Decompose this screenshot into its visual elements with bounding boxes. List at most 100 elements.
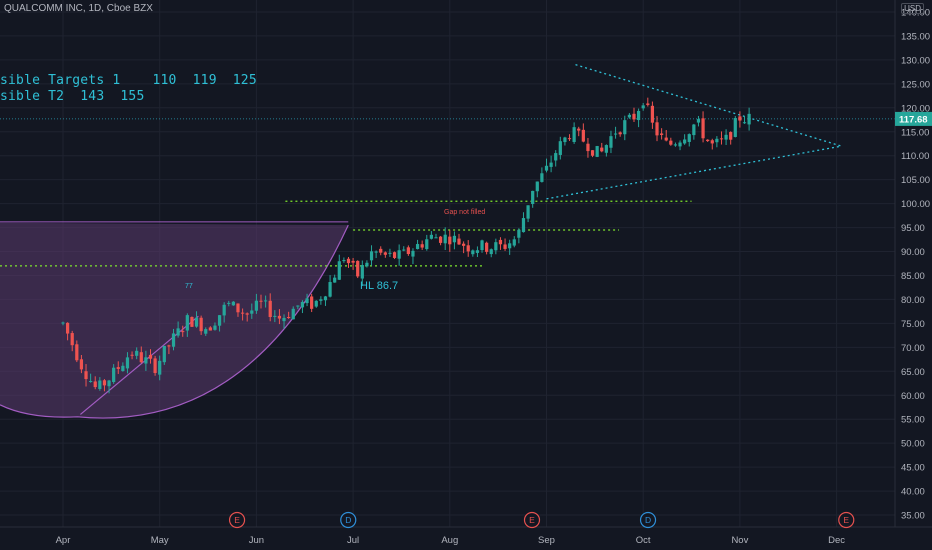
candle-body bbox=[139, 352, 143, 363]
candle-body bbox=[673, 144, 678, 146]
candle-body bbox=[208, 327, 212, 331]
candles bbox=[61, 97, 751, 394]
candle-body bbox=[655, 122, 659, 136]
candle-body bbox=[411, 250, 415, 257]
candle-body bbox=[250, 310, 254, 314]
candle-body bbox=[222, 304, 226, 316]
candle-body bbox=[89, 380, 93, 382]
candle-body bbox=[130, 354, 134, 356]
candle-body bbox=[627, 114, 631, 118]
time-tick-label: Sep bbox=[538, 535, 555, 546]
candle-body bbox=[632, 113, 636, 120]
price-tick-label: 95.00 bbox=[901, 223, 925, 234]
candle-body bbox=[425, 239, 429, 250]
candle-body bbox=[669, 140, 673, 145]
candle-body bbox=[512, 239, 516, 246]
price-tick-label: 75.00 bbox=[901, 319, 925, 330]
candle-body bbox=[724, 134, 728, 140]
candle-body bbox=[158, 360, 162, 375]
candle-body bbox=[590, 150, 595, 156]
price-tick-label: 40.00 bbox=[901, 487, 925, 498]
symbol-title[interactable]: QUALCOMM INC, 1D, Cboe BZX bbox=[4, 3, 153, 14]
price-tick-label: 50.00 bbox=[901, 439, 925, 450]
candle-body bbox=[664, 137, 668, 141]
candle-body bbox=[429, 234, 433, 239]
candle-body bbox=[287, 316, 291, 318]
price-tick-label: 90.00 bbox=[901, 247, 925, 258]
candle-body bbox=[521, 218, 526, 233]
price-axis: 140.00 135.00 130.00 125.00 120.00 115.00 110.… bbox=[894, 0, 932, 527]
candle-body bbox=[701, 118, 705, 139]
event-marker bbox=[340, 511, 357, 529]
candle-body bbox=[323, 296, 328, 301]
candle-body bbox=[98, 380, 102, 389]
currency-badge[interactable]: USD bbox=[901, 3, 924, 14]
time-tick-label: Dec bbox=[828, 535, 845, 546]
candle-body bbox=[116, 367, 120, 369]
candle-body bbox=[121, 365, 125, 372]
candle-body bbox=[337, 261, 341, 280]
price-tick-label: 35.00 bbox=[901, 511, 925, 522]
price-tick-label: 60.00 bbox=[901, 391, 925, 402]
candle-body bbox=[65, 322, 70, 334]
candle-body bbox=[300, 301, 305, 308]
candle-body bbox=[692, 124, 696, 136]
candle-body bbox=[231, 301, 235, 306]
candle-body bbox=[402, 249, 406, 251]
price-tick-label: 115.00 bbox=[901, 127, 929, 138]
candle-body bbox=[448, 236, 452, 245]
peak-label: 77 bbox=[185, 283, 193, 290]
candle-body bbox=[420, 244, 424, 248]
candle-body bbox=[558, 141, 562, 155]
candle-body bbox=[733, 118, 737, 137]
candle-body bbox=[696, 119, 701, 123]
candle-body bbox=[107, 380, 111, 387]
candle-body bbox=[650, 105, 655, 123]
candle-body bbox=[683, 139, 687, 144]
candle-body bbox=[526, 205, 530, 219]
time-tick-label: May bbox=[151, 535, 169, 546]
candle-body bbox=[443, 234, 447, 244]
candle-body bbox=[185, 315, 189, 331]
event-marker-label: E bbox=[843, 515, 849, 525]
candle-body bbox=[738, 116, 742, 121]
event-marker-label: D bbox=[645, 515, 651, 525]
candle-body bbox=[102, 380, 107, 386]
candle-body bbox=[678, 142, 682, 147]
candle-body bbox=[268, 300, 272, 317]
candle-body bbox=[406, 247, 410, 254]
candle-body bbox=[365, 262, 369, 267]
event-marker bbox=[639, 511, 657, 529]
candle-body bbox=[93, 381, 97, 388]
candle-body bbox=[742, 122, 747, 124]
grid bbox=[0, 0, 895, 527]
candle-body bbox=[144, 357, 148, 364]
candle-body bbox=[415, 244, 420, 250]
candle-body bbox=[489, 249, 493, 255]
time-tick-label: Jul bbox=[347, 535, 359, 546]
price-tick-label: 140.00 bbox=[901, 7, 930, 18]
candle-body bbox=[319, 299, 323, 301]
candle-body bbox=[540, 173, 544, 182]
price-tick-label: 85.00 bbox=[901, 271, 925, 282]
cup-outline bbox=[0, 224, 349, 419]
event-marker bbox=[523, 511, 541, 529]
last-price-label: 117.68 bbox=[899, 114, 928, 125]
candle-body bbox=[227, 302, 231, 304]
event-marker bbox=[838, 511, 855, 529]
triangle-upper-line bbox=[575, 64, 842, 147]
candle-body bbox=[604, 145, 608, 153]
candle-body bbox=[383, 252, 387, 255]
candle-body bbox=[70, 333, 74, 346]
candle-body bbox=[397, 250, 401, 259]
candle-body bbox=[503, 244, 507, 249]
candle-body bbox=[747, 113, 751, 125]
candle-body bbox=[577, 128, 581, 131]
candle-body bbox=[572, 127, 576, 143]
candle-body bbox=[535, 181, 539, 192]
candle-body bbox=[374, 251, 378, 253]
candle-body bbox=[135, 350, 139, 356]
candle-body bbox=[351, 260, 355, 263]
